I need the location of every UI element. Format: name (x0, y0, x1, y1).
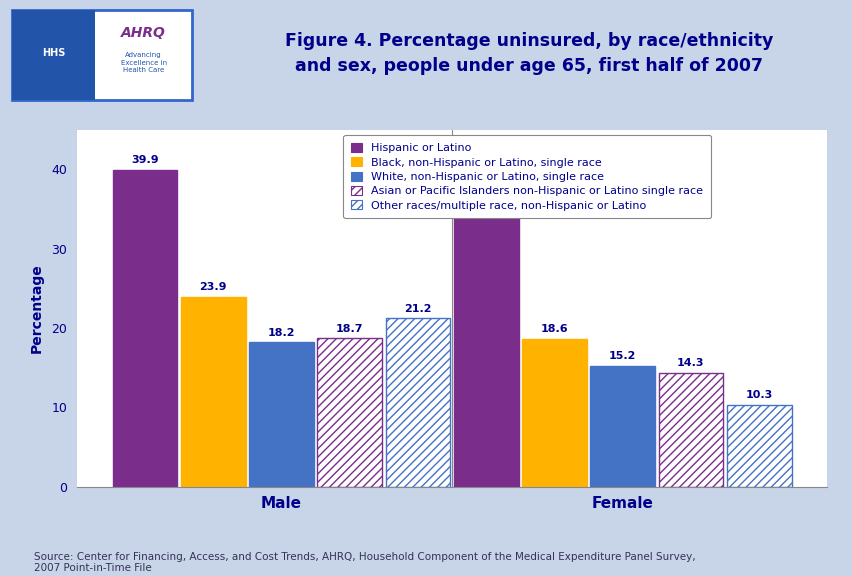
Bar (249, 342, 314, 487)
Bar (181, 297, 245, 487)
Text: Source: Center for Financing, Access, and Cost Trends, AHRQ, Household Component: Source: Center for Financing, Access, an… (34, 552, 695, 573)
Text: 39.9: 39.9 (131, 156, 158, 165)
Bar (112, 170, 177, 487)
Bar (658, 373, 722, 487)
Text: 18.2: 18.2 (268, 328, 295, 338)
Bar (590, 366, 654, 487)
Text: 21.2: 21.2 (404, 304, 431, 314)
FancyBboxPatch shape (12, 10, 193, 100)
Text: AHRQ: AHRQ (121, 26, 166, 40)
Text: 34.3: 34.3 (472, 200, 499, 210)
Text: Figure 4. Percentage uninsured, by race/ethnicity
and sex, people under age 65, : Figure 4. Percentage uninsured, by race/… (285, 32, 772, 75)
FancyBboxPatch shape (12, 10, 95, 100)
Text: HHS: HHS (42, 48, 66, 58)
Text: 14.3: 14.3 (676, 358, 704, 369)
Text: 18.6: 18.6 (540, 324, 567, 334)
Text: 23.9: 23.9 (199, 282, 227, 292)
Bar (521, 339, 586, 487)
Text: 15.2: 15.2 (608, 351, 636, 361)
Bar (726, 405, 791, 487)
Bar (453, 214, 518, 487)
Legend: Hispanic or Latino, Black, non-Hispanic or Latino, single race, White, non-Hispa: Hispanic or Latino, Black, non-Hispanic … (343, 135, 710, 218)
Y-axis label: Percentage: Percentage (30, 263, 44, 353)
Text: 10.3: 10.3 (745, 390, 772, 400)
Bar (385, 319, 450, 487)
Bar (317, 338, 382, 487)
Text: Advancing
Excellence in
Health Care: Advancing Excellence in Health Care (120, 52, 166, 73)
Text: 18.7: 18.7 (336, 324, 363, 334)
